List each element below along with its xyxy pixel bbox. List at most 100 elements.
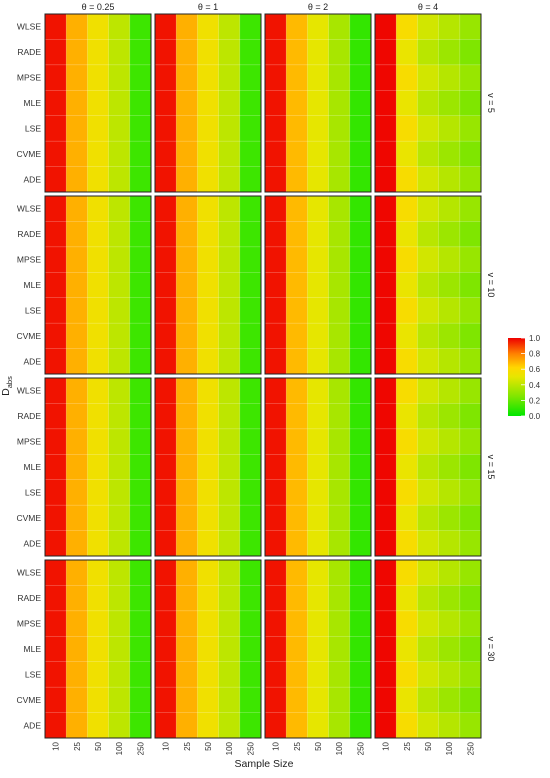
heatmap-cell: [239, 115, 262, 142]
heatmap-cell: [438, 636, 461, 663]
heatmap-cell: [459, 196, 482, 222]
heatmap-cell: [239, 585, 262, 612]
heatmap-cell: [265, 14, 287, 40]
heatmap-cell: [307, 403, 329, 430]
heatmap-cell: [328, 196, 351, 222]
heatmap-cell: [176, 141, 198, 167]
heatmap-cell: [176, 39, 198, 66]
heatmap-cell: [155, 636, 177, 663]
heatmap-cell: [176, 530, 198, 557]
heatmap-cell: [176, 297, 198, 324]
heatmap-cell: [218, 661, 241, 688]
heatmap-cell: [349, 661, 372, 688]
heatmap-cell: [459, 454, 482, 481]
heatmap-cell: [239, 560, 262, 586]
heatmap-cell: [155, 115, 177, 142]
heatmap-cell: [459, 141, 482, 167]
heatmap-cell: [396, 166, 418, 193]
heatmap-cell: [417, 636, 439, 663]
heatmap-cell: [87, 64, 109, 91]
heatmap-cell: [459, 505, 482, 531]
heatmap-cell: [438, 428, 461, 455]
legend-colorbar: [508, 338, 525, 416]
heatmap-cell: [349, 378, 372, 404]
heatmap-cell: [328, 348, 351, 375]
heatmap-cell: [307, 378, 329, 404]
x-tick-labels: 10 25 50 100 250 10 25 50 100 250 10 25 50 100 250 10 25…: [52, 741, 476, 755]
heatmap-cell: [396, 221, 418, 248]
heatmap-cell: [197, 64, 219, 91]
heatmap-cell: [66, 166, 88, 193]
heatmap-cell: [438, 479, 461, 506]
heatmap-cell: [265, 166, 287, 193]
x-tick-label: 100: [115, 741, 124, 755]
heatmap-cell: [108, 378, 131, 404]
heatmap-cell: [176, 661, 198, 688]
heatmap-cell: [286, 661, 308, 688]
heatmap-cell: [45, 115, 67, 142]
heatmap-cell: [45, 323, 67, 349]
heatmap-cell: [155, 610, 177, 637]
legend-tick-label: 0.2: [529, 396, 541, 405]
heatmap-cell: [396, 610, 418, 637]
heatmap-cell: [45, 530, 67, 557]
heatmap-cell: [328, 610, 351, 637]
heatmap-cell: [87, 297, 109, 324]
heatmap-cell: [66, 687, 88, 713]
heatmap-cell: [349, 221, 372, 248]
heatmap-cell: [197, 636, 219, 663]
x-tick-label: 10: [52, 741, 61, 750]
y-tick-label: RADE: [17, 229, 41, 239]
y-tick-label: WLSE: [17, 386, 41, 396]
heatmap-cell: [129, 378, 152, 404]
heatmap-cell: [438, 560, 461, 586]
y-tick-label: WLSE: [17, 22, 41, 32]
heatmap-cell: [417, 585, 439, 612]
heatmap-cell: [239, 272, 262, 299]
heatmap-cell: [66, 64, 88, 91]
facet-column-label: θ = 0.25: [82, 2, 115, 12]
heatmap-cell: [45, 272, 67, 299]
heatmap-cell: [438, 403, 461, 430]
heatmap-cell: [129, 712, 152, 739]
panel-r3-c3: [264, 377, 372, 557]
heatmap-cell: [349, 166, 372, 193]
heatmap-cell: [197, 141, 219, 167]
heatmap-cell: [155, 505, 177, 531]
heatmap-cell: [66, 636, 88, 663]
panel-border: [154, 377, 262, 557]
heatmap-cell: [459, 712, 482, 739]
heatmap-cell: [459, 479, 482, 506]
heatmap-cell: [176, 505, 198, 531]
y-tick-label: CVME: [16, 513, 41, 523]
heatmap-cell: [66, 196, 88, 222]
heatmap-cell: [108, 221, 131, 248]
heatmap-cell: [417, 115, 439, 142]
heatmap-cell: [239, 166, 262, 193]
heatmap-cell: [87, 272, 109, 299]
heatmap-cell: [328, 505, 351, 531]
heatmap-cell: [459, 610, 482, 637]
panel-r4-c2: [154, 559, 262, 739]
heatmap-cell: [307, 661, 329, 688]
heatmap-cell: [328, 141, 351, 167]
heatmap-cell: [286, 323, 308, 349]
heatmap-cell: [459, 661, 482, 688]
heatmap-cell: [396, 479, 418, 506]
y-tick-labels: WLSE RADE MPSE MLE LSE CVME ADE WLSE RADE MPSE MLE…: [16, 22, 41, 731]
heatmap-cell: [265, 403, 287, 430]
heatmap-cell: [459, 378, 482, 404]
heatmap-cell: [87, 348, 109, 375]
heatmap-cell: [66, 530, 88, 557]
heatmap-cell: [307, 246, 329, 273]
heatmap-cell: [218, 687, 241, 713]
heatmap-cell: [176, 64, 198, 91]
panel-border: [264, 559, 372, 739]
heatmap-cell: [459, 39, 482, 66]
heatmap-cell: [286, 348, 308, 375]
heatmap-cell: [396, 297, 418, 324]
heatmap-cell: [218, 636, 241, 663]
heatmap-cell: [155, 560, 177, 586]
heatmap-cell: [129, 297, 152, 324]
heatmap-cell: [349, 505, 372, 531]
